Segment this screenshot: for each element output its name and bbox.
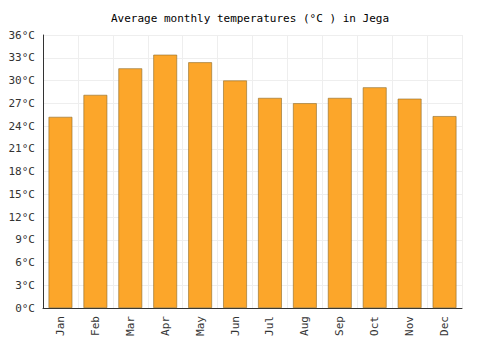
svg-text:27°C: 27°C: [9, 97, 36, 110]
svg-text:6°C: 6°C: [15, 256, 35, 269]
svg-text:18°C: 18°C: [9, 165, 36, 178]
svg-text:21°C: 21°C: [9, 142, 36, 155]
svg-text:33°C: 33°C: [9, 51, 36, 64]
svg-text:Dec: Dec: [438, 316, 451, 336]
svg-text:30°C: 30°C: [9, 74, 36, 87]
svg-text:15°C: 15°C: [9, 188, 36, 201]
svg-text:Mar: Mar: [124, 316, 137, 336]
svg-text:Jun: Jun: [229, 316, 242, 336]
svg-text:3°C: 3°C: [15, 279, 35, 292]
svg-text:Apr: Apr: [159, 316, 172, 336]
svg-text:9°C: 9°C: [15, 233, 35, 246]
svg-text:0°C: 0°C: [15, 302, 35, 315]
svg-text:12°C: 12°C: [9, 211, 36, 224]
svg-text:Feb: Feb: [89, 316, 102, 336]
svg-text:Oct: Oct: [368, 316, 381, 336]
svg-text:24°C: 24°C: [9, 120, 36, 133]
svg-text:36°C: 36°C: [9, 29, 36, 42]
svg-text:Jan: Jan: [54, 316, 67, 336]
svg-text:May: May: [194, 316, 207, 336]
svg-text:Jul: Jul: [263, 316, 276, 336]
svg-text:Sep: Sep: [333, 316, 346, 336]
svg-text:Aug: Aug: [298, 316, 311, 336]
svg-text:Nov: Nov: [403, 316, 416, 336]
svg-text:Average monthly temperatures (: Average monthly temperatures (°C ) in Je…: [111, 12, 389, 25]
